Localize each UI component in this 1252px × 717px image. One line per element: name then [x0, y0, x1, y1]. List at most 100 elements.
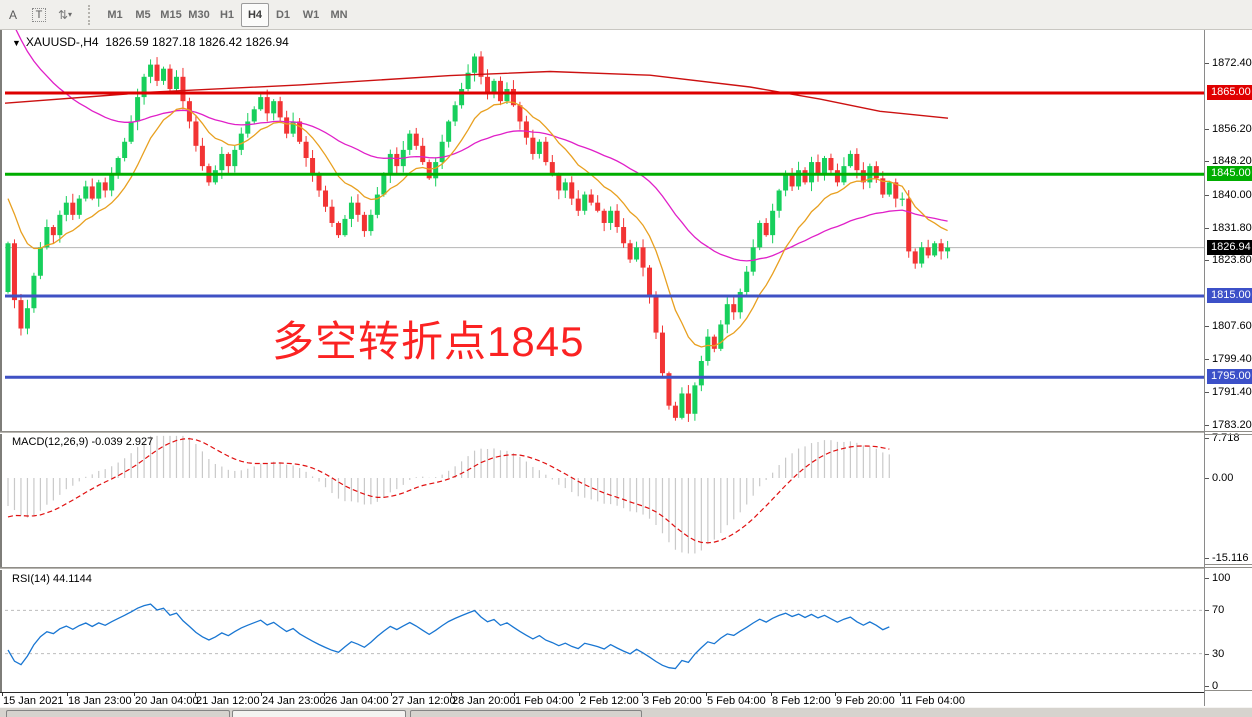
time-tick-label: 3 Feb 20:00: [643, 695, 702, 707]
macd-tick-label: 7.718: [1212, 432, 1240, 444]
text-box-icon: T: [31, 7, 47, 22]
pane-splitter[interactable]: [0, 431, 1204, 434]
time-tick-label: 27 Jan 12:00: [392, 695, 456, 707]
rsi-tick-mark: [1205, 578, 1209, 579]
window-tab[interactable]: [232, 710, 406, 717]
symbol-period-label: XAUUSD-,H4: [25, 35, 99, 49]
time-tick-label: 11 Feb 04:00: [901, 695, 966, 707]
price-tick-label: 1840.00: [1212, 188, 1252, 201]
timeframe-button-m5[interactable]: M5: [135, 8, 151, 21]
time-tick-mark: [642, 693, 643, 696]
timeframe-button-d1[interactable]: D1: [275, 8, 291, 21]
time-tick-label: 5 Feb 04:00: [707, 695, 766, 707]
price-chart-canvas[interactable]: [5, 30, 1204, 431]
window-tab[interactable]: [410, 710, 642, 717]
time-tick-label: 18 Jan 23:00: [68, 695, 132, 707]
price-tick-mark: [1205, 128, 1209, 130]
time-tick-mark: [195, 693, 196, 696]
price-tick-label: 1799.40: [1212, 353, 1252, 366]
timeframe-button-h4[interactable]: H4: [241, 2, 269, 27]
rsi-tick-mark: [1205, 654, 1209, 655]
price-tick-mark: [1205, 227, 1209, 229]
time-tick-mark: [324, 693, 325, 696]
text-box-button[interactable]: T: [27, 3, 51, 27]
text-label-icon: A: [8, 7, 17, 22]
time-tick-label: 26 Jan 04:00: [325, 695, 389, 707]
rsi-tick-label: 0: [1212, 680, 1219, 692]
window-tab[interactable]: [6, 710, 230, 717]
rsi-tick-label: 30: [1212, 648, 1225, 660]
price-level-badge: 1815.00: [1207, 288, 1252, 304]
toolbar-grip: [88, 4, 95, 25]
time-tick-mark: [451, 693, 452, 696]
price-level-badge: 1865.00: [1207, 85, 1252, 101]
timeframe-button-m30[interactable]: M30: [188, 8, 210, 21]
time-tick-mark: [514, 693, 515, 696]
timeframe-button-w1[interactable]: W1: [302, 8, 320, 21]
rsi-tick-mark: [1205, 686, 1209, 687]
macd-pane-canvas[interactable]: [5, 434, 1204, 567]
ohlc-values: 1826.59 1827.18 1826.42 1826.94: [105, 35, 289, 49]
arrows-icon: ⇅: [57, 7, 68, 22]
timeframe-button-h1[interactable]: H1: [219, 8, 235, 21]
scale-separator: [1205, 567, 1252, 568]
macd-tick-mark: [1205, 438, 1209, 439]
time-tick-label: 9 Feb 20:00: [836, 695, 895, 707]
timeframe-group: M1 M5 M15 M30 H1 H4 D1 W1 MN: [101, 2, 353, 27]
timeframe-button-m1[interactable]: M1: [107, 8, 123, 21]
time-tick-label: 1 Feb 04:00: [515, 695, 574, 707]
time-tick-mark: [835, 693, 836, 696]
rsi-tick-label: 100: [1212, 572, 1231, 584]
price-tick-label: 1791.40: [1212, 385, 1252, 398]
time-tick-label: 20 Jan 04:00: [135, 695, 199, 707]
time-tick-label: 8 Feb 12:00: [772, 695, 831, 707]
macd-indicator-label: MACD(12,26,9) -0.039 2.927: [12, 436, 154, 448]
price-tick-mark: [1205, 63, 1209, 64]
price-level-badge: 1845.00: [1207, 166, 1252, 182]
price-tick-mark: [1205, 260, 1209, 262]
chart-text-annotation[interactable]: 多空转折点1845: [272, 318, 585, 365]
rsi-pane-canvas[interactable]: [5, 570, 1204, 692]
time-tick-mark: [579, 693, 580, 696]
toolbar: A T ⇅ ▾ M1 M5 M15 M30 H1 H4 D1 W1 MN: [0, 0, 1252, 30]
price-level-badge: 1826.94: [1207, 239, 1252, 255]
price-tick-mark: [1205, 359, 1209, 361]
price-tick-mark: [1205, 161, 1209, 163]
price-tick-mark: [1205, 391, 1209, 393]
time-tick-label: 21 Jan 12:00: [196, 695, 260, 707]
time-tick-mark: [2, 693, 3, 696]
chart-title: ▼ XAUUSD-,H4 1826.59 1827.18 1826.42 1826…: [12, 35, 289, 49]
price-scale[interactable]: 1872.40 1856.20 1848.20 1840.00 1831.80 1823.…: [1204, 30, 1252, 706]
price-tick-label: 1848.20: [1212, 155, 1252, 168]
time-tick-mark: [771, 693, 772, 696]
text-label-button[interactable]: A: [1, 3, 25, 27]
window-tab-bar: [0, 707, 1252, 717]
symbol-dropdown-icon[interactable]: ▼: [12, 38, 21, 48]
price-tick-mark: [1205, 425, 1209, 427]
rsi-indicator-label: RSI(14) 44.1144: [12, 573, 92, 585]
scale-separator: [1205, 431, 1252, 432]
time-tick-label: 24 Jan 23:00: [262, 695, 326, 707]
scale-separator: [1205, 434, 1252, 435]
time-tick-label: 28 Jan 20:00: [452, 695, 516, 707]
pane-splitter[interactable]: [0, 567, 1204, 570]
price-tick-label: 1831.80: [1212, 221, 1252, 234]
price-level-badge: 1795.00: [1207, 369, 1252, 385]
price-tick-label: 1783.20: [1212, 419, 1252, 432]
time-tick-mark: [706, 693, 707, 696]
time-tick-mark: [67, 693, 68, 696]
time-tick-mark: [134, 693, 135, 696]
chevron-down-icon: ▾: [68, 10, 73, 19]
price-tick-label: 1807.60: [1212, 320, 1252, 333]
price-tick-mark: [1205, 194, 1209, 196]
timeframe-button-m15[interactable]: M15: [160, 8, 182, 21]
rsi-tick-label: 70: [1212, 604, 1225, 616]
price-tick-mark: [1205, 326, 1209, 328]
price-tick-label: 1872.40: [1212, 57, 1252, 69]
time-scale[interactable]: 15 Jan 2021 18 Jan 23:00 20 Jan 04:00 21 Ja…: [0, 692, 1204, 707]
scale-separator: [1205, 690, 1252, 691]
cursor-tools-button[interactable]: ⇅ ▾: [53, 3, 77, 27]
timeframe-button-mn[interactable]: MN: [330, 8, 348, 21]
scale-separator: [1205, 564, 1252, 565]
